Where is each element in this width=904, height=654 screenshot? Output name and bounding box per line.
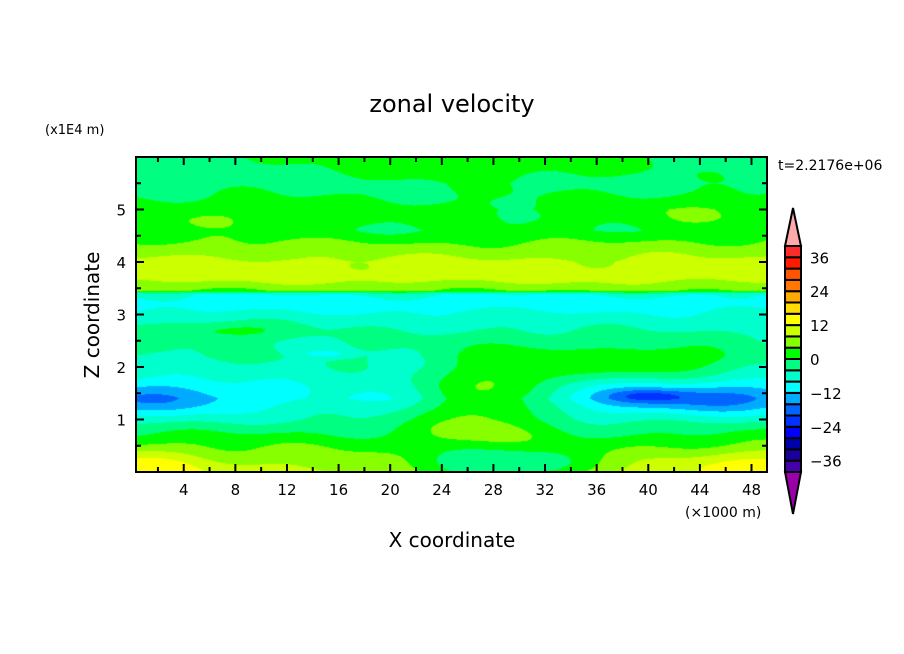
chart-title: zonal velocity	[369, 90, 534, 118]
y-tick-label: 4	[116, 254, 126, 272]
colorbar-tick-label: −24	[810, 419, 842, 437]
x-tick-label: 36	[587, 481, 606, 499]
y-tick-label: 5	[116, 202, 126, 220]
time-label: t=2.2176e+06	[778, 158, 882, 174]
colorbar-box	[784, 403, 802, 417]
colorbar-tick-label: −36	[810, 453, 842, 471]
x-tick-label: 8	[231, 481, 241, 499]
y-axis: 1 2 3 4 5	[116, 182, 767, 447]
y-tick-label: 1	[116, 412, 126, 430]
colorbar-box	[784, 358, 802, 372]
colorbar-tick-label: 0	[810, 351, 820, 369]
colorbar-box	[784, 312, 802, 327]
colorbar: 36 24 12 0 −12 −24 −36	[783, 207, 842, 515]
colorbar-box	[784, 267, 802, 281]
y-unit-label: (x1E4 m)	[45, 123, 104, 138]
contour-field	[136, 157, 767, 472]
x-tick-label: 20	[381, 481, 400, 499]
colorbar-box	[784, 369, 802, 383]
colorbar-tick-label: 24	[810, 283, 829, 301]
colorbar-box	[784, 301, 802, 315]
x-axis: 4 8 12 16 20 24 28 32 36 40 44 48	[156, 157, 761, 499]
colorbar-box	[784, 278, 802, 293]
x-axis-title: X coordinate	[389, 528, 516, 552]
x-tick-label: 16	[329, 481, 348, 499]
colorbar-tick-label: 12	[810, 317, 829, 335]
colorbar-box	[784, 425, 802, 440]
y-axis-title: Z coordinate	[80, 252, 104, 379]
colorbar-box	[784, 459, 802, 474]
colorbar-box	[784, 256, 802, 270]
colorbar-box	[784, 448, 802, 462]
x-tick-label: 12	[277, 481, 296, 499]
colorbar-tick-label: −12	[810, 385, 842, 403]
x-tick-label: 24	[432, 481, 451, 499]
colorbar-box	[784, 290, 802, 304]
y-tick-label: 3	[116, 307, 126, 325]
x-tick-label: 44	[690, 481, 709, 499]
colorbar-box	[784, 414, 802, 428]
colorbar-box	[784, 245, 802, 259]
colorbar-tick-label: 36	[810, 249, 829, 267]
colorbar-box	[784, 380, 802, 394]
colorbar-box	[784, 437, 802, 451]
x-tick-label: 32	[536, 481, 555, 499]
colorbar-box	[784, 335, 802, 349]
y-tick-label: 2	[116, 359, 126, 377]
x-tick-label: 4	[179, 481, 189, 499]
x-tick-label: 28	[484, 481, 503, 499]
colorbar-over-triangle	[783, 207, 803, 247]
x-unit-label: (×1000 m)	[685, 505, 761, 521]
x-tick-label: 48	[742, 481, 761, 499]
colorbar-under-triangle	[783, 471, 803, 515]
colorbar-box	[784, 346, 802, 361]
plot-frame	[135, 156, 768, 473]
x-tick-label: 40	[639, 481, 658, 499]
colorbar-box	[784, 391, 802, 406]
colorbar-box	[784, 324, 802, 338]
